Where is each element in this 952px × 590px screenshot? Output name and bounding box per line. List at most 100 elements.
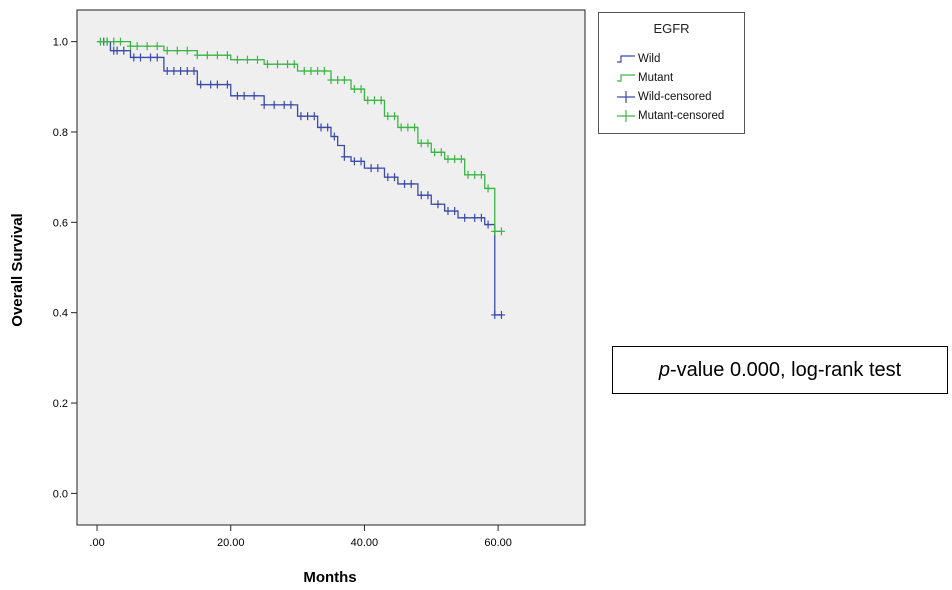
censor-mark-wild xyxy=(444,207,452,216)
y-tick-label: 0.4 xyxy=(53,308,68,320)
censor-mark-mutant xyxy=(243,55,251,64)
censor-mark-mutant xyxy=(223,51,231,60)
censor-mark-wild xyxy=(471,213,479,222)
censor-mark-mutant xyxy=(457,155,465,164)
legend-item-wild-censored: Wild-censored xyxy=(617,89,712,105)
censor-mark-wild xyxy=(491,310,499,319)
censor-mark-wild xyxy=(207,80,215,89)
censor-mark-mutant xyxy=(233,55,241,64)
censor-mark-mutant xyxy=(417,139,425,148)
censor-mark-wild xyxy=(213,80,221,89)
y-tick-label: 0.6 xyxy=(53,217,68,229)
censor-mark-wild xyxy=(270,100,278,109)
censor-mark-mutant xyxy=(183,46,191,55)
censor-mark-mutant xyxy=(116,37,124,46)
censor-mark-wild xyxy=(367,164,375,173)
censor-mark-mutant xyxy=(484,184,492,193)
censor-mark-wild xyxy=(417,191,425,200)
censor-mark-mutant xyxy=(153,42,161,51)
censor-mark-wild xyxy=(407,179,415,188)
censor-mark-wild xyxy=(177,66,185,75)
censor-mark-wild xyxy=(250,91,258,100)
legend-swatch-wild-censored xyxy=(617,91,635,103)
censor-mark-mutant xyxy=(397,123,405,132)
censor-mark-wild xyxy=(484,220,492,229)
plot-area xyxy=(76,9,586,526)
censor-mark-wild xyxy=(113,46,121,55)
censor-mark-wild xyxy=(391,173,398,182)
legend-swatch-wild xyxy=(617,55,635,63)
censor-mark-mutant xyxy=(264,60,271,69)
y-tick-label: 0.0 xyxy=(53,488,68,500)
censor-mark-wild xyxy=(357,157,365,166)
censor-mark-wild xyxy=(120,46,128,55)
legend-swatch-mutant xyxy=(617,74,635,82)
censor-mark-mutant xyxy=(193,51,201,60)
censor-mark-mutant xyxy=(350,85,358,94)
legend-item-mutant-censored: Mutant-censored xyxy=(617,108,724,124)
censor-mark-wild xyxy=(350,157,358,166)
censor-mark-wild xyxy=(477,213,485,222)
censor-mark-wild xyxy=(183,66,191,75)
censor-mark-mutant xyxy=(290,60,298,69)
censor-mark-wild xyxy=(424,191,432,200)
pvalue-text: -value 0.000, log-rank test xyxy=(669,358,902,381)
censor-mark-mutant xyxy=(437,148,445,157)
censor-mark-wild xyxy=(324,123,332,132)
censor-mark-mutant xyxy=(110,37,118,46)
censor-mark-mutant xyxy=(384,112,392,121)
censor-mark-mutant xyxy=(163,46,171,55)
censor-mark-mutant xyxy=(471,170,479,179)
x-tick-label: 20.00 xyxy=(217,537,245,549)
censor-mark-mutant xyxy=(103,37,111,46)
censor-mark-wild xyxy=(317,123,325,132)
censor-mark-mutant xyxy=(477,170,485,179)
pvalue-annotation: p -value 0.000, log-rank test xyxy=(612,346,948,394)
censor-mark-wild xyxy=(223,80,231,89)
censor-mark-mutant xyxy=(424,139,432,148)
censor-mark-wild xyxy=(374,164,382,173)
censor-mark-mutant xyxy=(404,123,412,132)
censor-mark-wild xyxy=(240,91,248,100)
legend-label-wild-censored: Wild-censored xyxy=(638,91,712,103)
censor-mark-wild xyxy=(384,173,392,182)
censor-mark-mutant xyxy=(391,112,398,121)
censor-mark-mutant xyxy=(431,148,439,157)
y-tick-label: 0.2 xyxy=(53,398,68,410)
legend-label-mutant: Mutant xyxy=(638,72,674,84)
censor-mark-wild xyxy=(233,91,241,100)
censor-mark-wild xyxy=(147,53,155,62)
legend-item-mutant: Mutant xyxy=(617,70,673,86)
legend-label-wild: Wild xyxy=(638,53,661,65)
x-axis-title: Months xyxy=(303,569,356,586)
censor-mark-mutant xyxy=(364,96,372,105)
censor-mark-mutant xyxy=(320,66,328,75)
censor-mark-wild xyxy=(310,112,318,121)
censor-mark-wild xyxy=(287,100,295,109)
legend-title: EGFR xyxy=(653,21,690,36)
censor-mark-mutant xyxy=(133,42,141,51)
censor-mark-mutant xyxy=(143,42,151,51)
censor-mark-mutant xyxy=(203,51,211,60)
legend-label-mutant-censored: Mutant-censored xyxy=(638,110,725,122)
pvalue-italic-p: p xyxy=(658,358,670,381)
censor-mark-mutant xyxy=(377,96,385,105)
censor-mark-wild xyxy=(280,100,288,109)
x-tick-label: .00 xyxy=(89,537,104,549)
censor-mark-mutant xyxy=(307,66,315,75)
y-axis-title: Overall Survival xyxy=(9,213,26,326)
censor-mark-mutant xyxy=(96,37,104,46)
censor-mark-mutant xyxy=(464,170,472,179)
censor-mark-wild xyxy=(197,80,205,89)
censor-mark-wild xyxy=(163,66,171,75)
censor-mark-mutant xyxy=(327,76,335,85)
censor-mark-mutant xyxy=(274,60,282,69)
legend-item-wild: Wild xyxy=(617,51,660,67)
censor-mark-wild xyxy=(153,53,161,62)
x-tick-label: 60.00 xyxy=(484,537,512,549)
censor-mark-wild xyxy=(304,112,312,121)
censor-mark-mutant xyxy=(340,76,348,85)
censor-mark-mutant xyxy=(491,227,499,236)
censor-mark-wild xyxy=(497,310,505,319)
